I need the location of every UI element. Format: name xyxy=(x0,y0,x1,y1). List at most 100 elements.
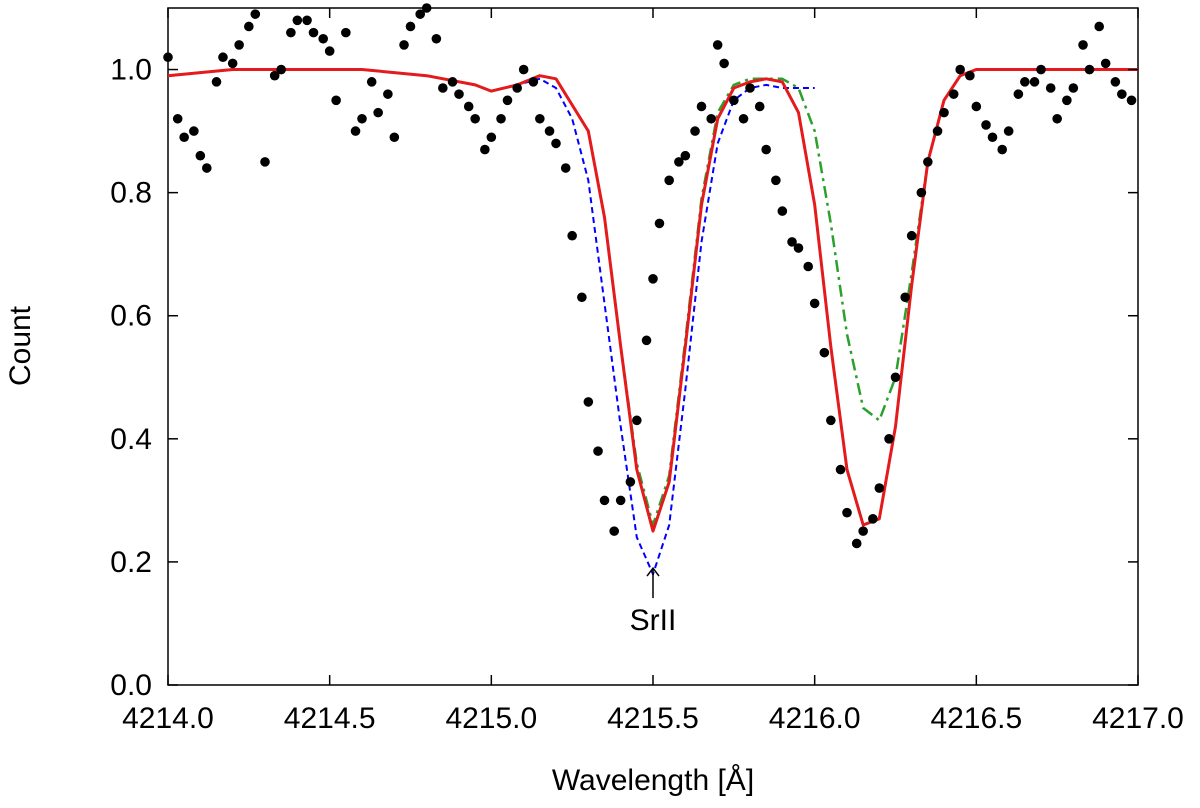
data-point xyxy=(1100,58,1111,69)
data-point xyxy=(955,64,965,75)
data-point xyxy=(1036,64,1046,75)
x-tick-label: 4217.0 xyxy=(1092,702,1184,735)
data-point xyxy=(884,434,894,444)
data-point xyxy=(366,77,377,87)
data-point xyxy=(179,132,189,143)
y-tick-label: 0.2 xyxy=(110,546,152,579)
y-axis-title: Count xyxy=(4,305,37,386)
model-curves xyxy=(167,68,1138,576)
data-point xyxy=(318,33,329,44)
data-point xyxy=(383,89,393,99)
data-point xyxy=(965,70,975,81)
data-point xyxy=(981,120,991,130)
annotation-arrow-head xyxy=(646,566,660,577)
data-point xyxy=(1045,83,1056,93)
data-point xyxy=(350,126,361,136)
annotations: SrII xyxy=(630,566,677,637)
data-point xyxy=(463,101,474,112)
data-point xyxy=(1068,83,1079,93)
data-point xyxy=(211,77,222,87)
data-point xyxy=(415,9,426,19)
data-point xyxy=(809,298,820,309)
data-point xyxy=(906,230,917,241)
y-tick-labels: 0.0 0.2 0.4 0.6 0.8 1.0 xyxy=(110,54,152,702)
data-point xyxy=(438,83,448,93)
data-point xyxy=(341,27,351,38)
data-point xyxy=(1062,95,1072,106)
data-point xyxy=(632,415,642,426)
data-point xyxy=(447,77,458,87)
data-point xyxy=(518,64,529,75)
data-point xyxy=(399,40,409,50)
x-tick-label: 4215.0 xyxy=(445,702,537,735)
data-point xyxy=(302,15,312,26)
data-point xyxy=(835,464,846,475)
data-point xyxy=(260,157,270,167)
x-axis-title: Wavelength [Å] xyxy=(552,764,754,797)
data-point xyxy=(609,526,619,536)
data-point xyxy=(648,274,658,284)
data-point xyxy=(625,477,636,487)
data-point xyxy=(195,150,206,161)
data-point xyxy=(544,126,555,136)
data-point xyxy=(172,113,183,124)
data-point xyxy=(900,292,910,303)
data-point xyxy=(389,132,400,143)
data-point xyxy=(244,21,254,32)
data-point xyxy=(1094,21,1104,32)
data-point xyxy=(803,261,813,272)
data-point xyxy=(939,107,949,118)
data-point xyxy=(1126,95,1137,106)
observed-points xyxy=(163,3,1137,549)
data-point xyxy=(1117,89,1127,99)
data-point xyxy=(405,21,416,32)
data-point xyxy=(373,107,383,118)
data-point xyxy=(777,206,788,216)
data-point xyxy=(496,113,506,124)
series-line-dashed xyxy=(167,68,815,576)
data-point xyxy=(502,95,513,106)
data-point xyxy=(738,113,749,124)
data-point xyxy=(567,230,577,241)
data-point xyxy=(923,157,933,167)
data-point xyxy=(729,95,739,106)
data-point xyxy=(826,415,836,426)
data-point xyxy=(641,335,652,346)
data-point xyxy=(1029,77,1040,87)
data-point xyxy=(583,397,594,407)
data-point xyxy=(269,70,280,81)
x-tick-label: 4216.5 xyxy=(930,702,1022,735)
data-point xyxy=(1084,64,1095,75)
data-point xyxy=(916,187,927,198)
annotation-label: SrII xyxy=(630,604,677,637)
data-point xyxy=(202,163,212,173)
y-tick-label: 1.0 xyxy=(110,54,152,87)
data-point xyxy=(1003,126,1014,136)
data-point xyxy=(486,132,497,143)
data-point xyxy=(696,101,707,112)
data-point xyxy=(454,89,464,99)
data-point xyxy=(599,495,610,506)
data-point xyxy=(1020,77,1030,87)
data-point xyxy=(421,3,432,13)
data-point xyxy=(227,58,238,69)
data-point xyxy=(787,237,797,247)
data-point xyxy=(1052,113,1062,124)
data-point xyxy=(331,95,341,106)
data-point xyxy=(851,538,862,549)
axis-ticks xyxy=(167,8,1139,686)
data-point xyxy=(512,83,522,93)
data-point xyxy=(654,218,665,229)
data-point xyxy=(324,46,335,56)
data-point xyxy=(528,77,539,87)
y-tick-label: 0.0 xyxy=(110,669,152,702)
data-point xyxy=(560,163,571,173)
data-point xyxy=(674,157,684,167)
data-point xyxy=(292,15,303,26)
y-tick-label: 0.6 xyxy=(110,300,152,333)
x-tick-label: 4215.5 xyxy=(607,702,699,735)
data-point xyxy=(470,113,480,124)
data-point xyxy=(357,113,367,124)
data-point xyxy=(754,101,765,112)
